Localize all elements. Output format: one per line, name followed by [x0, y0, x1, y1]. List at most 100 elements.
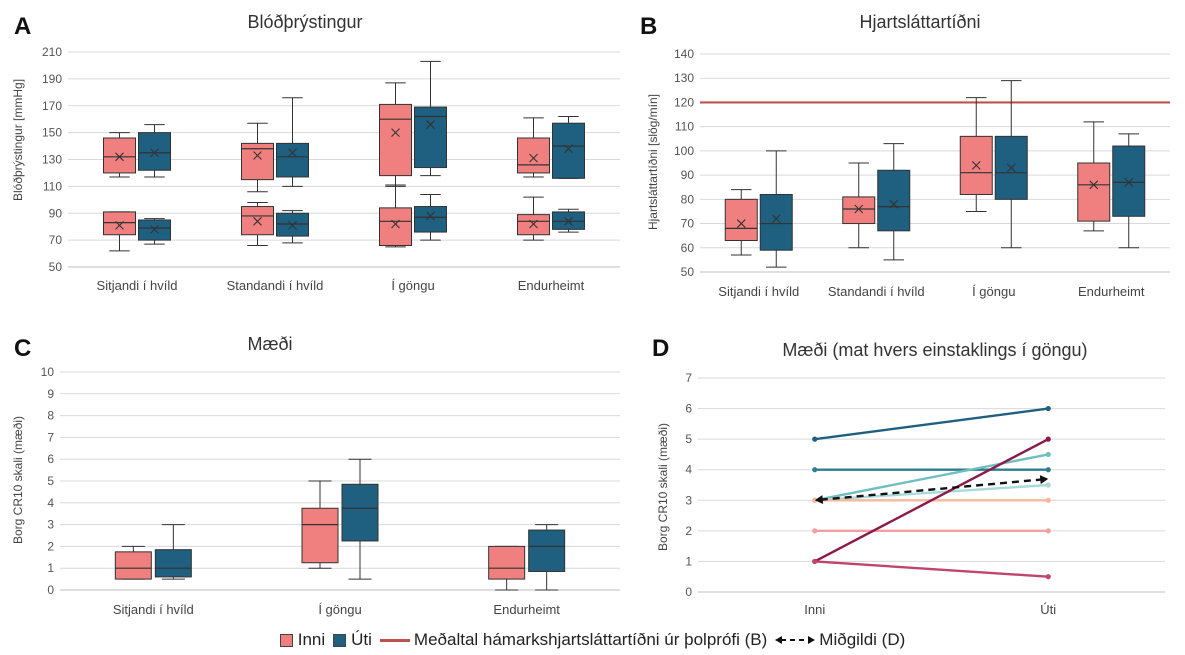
panel-a-uti-box: [552, 208, 585, 233]
legend-item-inni: Inni: [279, 630, 326, 650]
legend-label-uti: Úti: [351, 630, 372, 649]
panel-a-y-tick-label: 210: [42, 45, 62, 59]
panel-d-y-tick-label: 4: [685, 463, 692, 477]
panel-a-uti-mean-marker: [288, 148, 297, 158]
panel-c-dyspnea-chart: C Mæði Borg CR10 skali (mæði) 0 1 2 3 4 5 6 7 8 9…: [11, 334, 620, 617]
panel-c-y-tick-label: 9: [47, 387, 54, 401]
panel-c-gridlines: [60, 371, 620, 591]
panel-a-uti-box: [276, 97, 309, 187]
panel-a-inni-mean-marker: [115, 152, 124, 162]
panel-a-uti-mean-marker: [426, 120, 435, 129]
panel-d-point: [1045, 467, 1051, 473]
panel-c-inni-box: [114, 545, 152, 580]
panel-d-point: [1045, 451, 1051, 458]
panel-b-inni-box: [959, 97, 993, 212]
legend: Inni Úti Meðaltal hámarkshjartsláttartíð…: [0, 628, 1185, 652]
panel-b-x-category-label: Sitjandi í hvíld: [718, 284, 799, 299]
panel-a-uti-mean-marker: [564, 216, 573, 226]
panel-b-y-tick-label: 130: [674, 71, 694, 85]
panel-c-boxes: [114, 458, 566, 591]
panel-a-uti-iqr-box: [276, 142, 309, 178]
panel-a-inni-mean-marker: [253, 216, 262, 226]
panel-a-inni-mean-marker: [529, 219, 538, 229]
panel-letter-c: C: [14, 335, 31, 362]
panel-b-y-tick-label: 90: [681, 168, 695, 182]
panel-b-y-tick-label: 50: [681, 265, 695, 279]
panel-c-x-categories: Sitjandi í hvíld Í göngu Endurheimt: [113, 602, 560, 617]
panel-d-series-line: [814, 560, 1049, 578]
panel-c-uti-box: [154, 524, 192, 580]
panel-a-y-tick-label: 50: [49, 260, 63, 274]
panel-b-y-tick-label: 70: [681, 217, 695, 231]
panel-a-inni-iqr-box: [103, 211, 136, 236]
legend-label-inni: Inni: [297, 630, 326, 649]
panel-c-y-tick-label: 10: [41, 365, 55, 379]
panel-a-x-categories: Sitjandi í hvíld Standandi í hvíld Í göngu…: [97, 278, 585, 293]
panel-a-boxes: [103, 60, 585, 252]
panel-b-uti-mean-marker: [889, 199, 899, 209]
panel-b-inni-mean-marker: [971, 161, 981, 170]
panel-a-uti-box: [138, 124, 171, 178]
panel-d-x-category-label: Úti: [1040, 602, 1056, 617]
panel-b-y-tick-label: 100: [674, 144, 694, 158]
panel-d-title: Mæði (mat hvers einstaklings í göngu): [782, 340, 1087, 360]
panel-d-point: [812, 558, 818, 565]
panel-d-point: [1045, 497, 1051, 503]
panel-c-y-tick-label: 1: [47, 561, 54, 575]
panel-b-inni-mean-marker: [736, 219, 746, 228]
legend-item-uti: Úti: [333, 630, 372, 650]
panel-a-uti-iqr-box: [138, 132, 171, 171]
panel-a-uti-box: [552, 116, 585, 179]
panel-a-y-ticks: 50 70 90 110 130 150 170 190 210: [42, 45, 62, 274]
panel-d-series-line: [814, 407, 1049, 441]
panel-a-x-category-label: Endurheimt: [518, 278, 585, 293]
panel-d-median-arrowhead: [814, 495, 824, 505]
panel-d-series-line: [814, 438, 1049, 563]
panel-a-x-category-label: Í göngu: [391, 278, 434, 293]
panel-a-inni-iqr-box: [241, 142, 274, 181]
panel-d-individual-line: [812, 558, 1051, 580]
panel-a-y-tick-label: 170: [42, 99, 62, 113]
panel-c-ylabel: Borg CR10 skali (mæði): [11, 416, 25, 544]
panel-d-y-tick-label: 5: [685, 432, 692, 446]
panel-d-x-category-label: Inni: [804, 602, 825, 617]
panel-a-y-tick-label: 70: [49, 233, 63, 247]
panel-c-inni-iqr-box: [301, 507, 339, 564]
panel-a-uti-mean-marker: [426, 211, 435, 221]
panel-d-point: [1045, 482, 1051, 488]
panel-a-inni-box: [103, 211, 136, 252]
panel-c-x-category-label: Endurheimt: [493, 602, 560, 617]
panel-a-uti-iqr-box: [414, 206, 447, 233]
panel-d-median-line: [814, 475, 1049, 505]
panel-b-uti-box: [1112, 133, 1146, 249]
panel-c-inni-iqr-box: [114, 551, 152, 580]
legend-label-reference: Meðaltal hámarkshjartsláttartíðni úr þol…: [413, 630, 768, 649]
panel-b-inni-iqr-box: [724, 198, 758, 242]
panel-a-inni-iqr-box: [103, 137, 136, 174]
panel-d-y-tick-label: 1: [685, 554, 692, 568]
legend-item-reference-line: Meðaltal hámarkshjartsláttartíðni úr þol…: [379, 630, 768, 650]
panel-d-lines: [812, 405, 1051, 580]
panel-b-uti-box: [759, 150, 793, 268]
panel-d-point: [812, 467, 818, 473]
panel-a-x-category-label: Sitjandi í hvíld: [97, 278, 178, 293]
panel-d-median-arrowhead: [1039, 475, 1049, 485]
panel-a-y-tick-label: 150: [42, 126, 62, 140]
panel-c-uti-box: [528, 524, 566, 591]
panel-a-inni-mean-marker: [253, 151, 262, 160]
panel-c-uti-box: [341, 458, 379, 580]
panel-d-point: [812, 528, 818, 534]
panel-d-y-tick-label: 3: [685, 493, 692, 507]
panel-b-inni-mean-marker: [1089, 180, 1099, 190]
panel-a-inni-box: [379, 82, 412, 187]
panel-a-uti-mean-marker: [564, 144, 573, 154]
panel-a-inni-box: [517, 196, 550, 241]
panel-d-y-tick-label: 6: [685, 402, 692, 416]
panel-d-y-tick-label: 0: [685, 585, 692, 599]
panel-a-uti-box: [276, 210, 309, 244]
panel-b-uti-iqr-box: [877, 169, 911, 232]
panel-d-point: [1045, 574, 1051, 580]
panel-d-point: [812, 436, 818, 442]
panel-d-point: [1045, 528, 1051, 534]
